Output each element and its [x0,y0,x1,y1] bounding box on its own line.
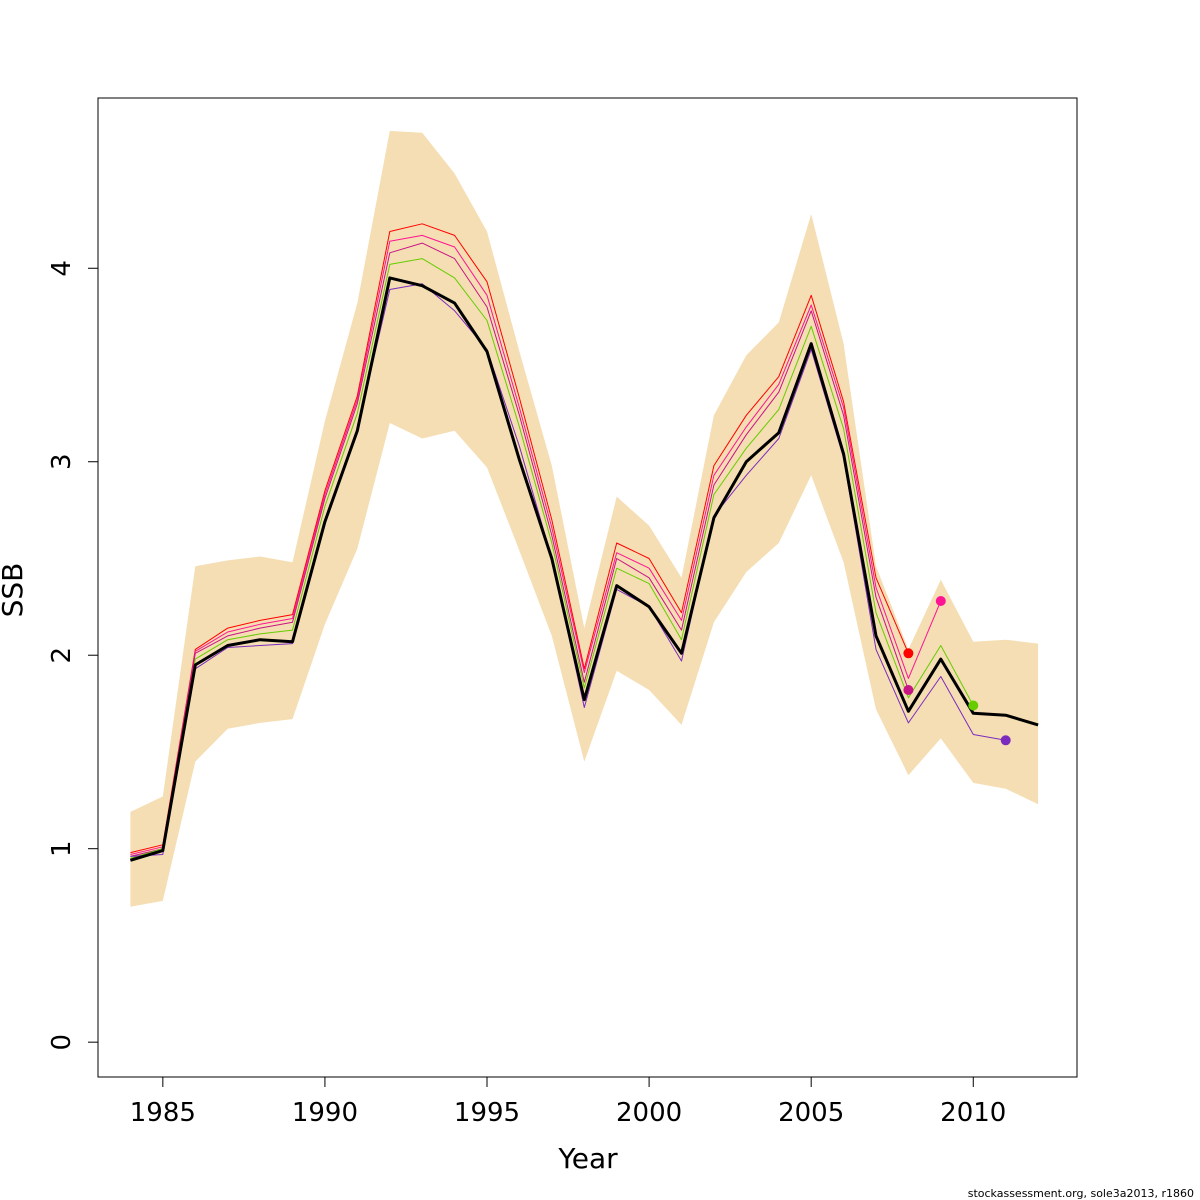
credit-text: stockassessment.org, sole3a2013, r1860 [968,1187,1194,1200]
x-tick-label: 2010 [940,1098,1006,1128]
x-tick-label: 2005 [778,1098,844,1128]
x-tick-label: 1995 [454,1098,520,1128]
confidence-band [130,130,1039,907]
series-line-3 [130,242,909,857]
endpoint-markers-layer [903,596,1011,746]
x-tick-label: 2000 [616,1098,682,1128]
endpoint-marker-4 [968,700,979,711]
y-axis: 0 1 2 3 4 [47,260,99,1051]
series-line-4 [130,258,974,859]
x-tick-label: 1990 [292,1098,358,1128]
x-tick-label: 1985 [130,1098,196,1128]
series-line-final [129,276,1039,862]
x-axis-title: Year [557,1142,618,1175]
series-line-2 [130,234,942,855]
endpoint-marker-1 [903,648,914,659]
y-tick-label: 4 [47,260,77,277]
y-tick-label: 3 [47,453,77,470]
y-tick-label: 2 [47,647,77,664]
series-line-1 [130,223,909,854]
endpoint-marker-5 [1000,735,1011,746]
endpoint-marker-2 [935,596,946,606]
y-axis-title: SSB [0,563,29,618]
endpoint-marker-3 [903,685,914,695]
y-tick-label: 0 [47,1034,77,1051]
x-axis: 1985 1990 1995 2000 2005 2010 [130,1076,1006,1128]
confidence-band-layer [130,130,1039,907]
series-lines-layer [129,223,1039,862]
y-tick-label: 1 [47,840,77,857]
